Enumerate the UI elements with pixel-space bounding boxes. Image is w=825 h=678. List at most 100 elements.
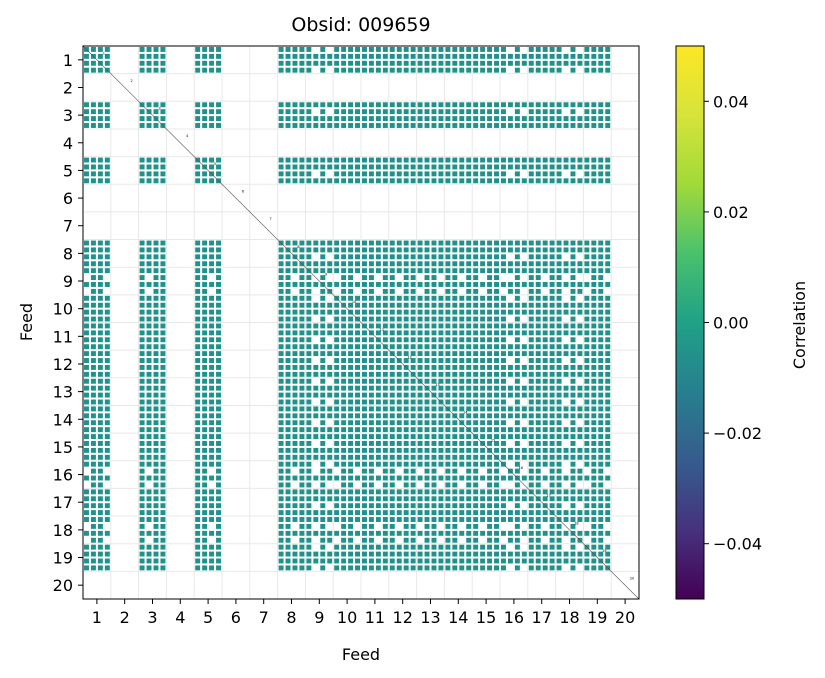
heatmap-cell [292,316,298,322]
heatmap-cell [195,503,201,509]
heatmap-cell [514,503,520,509]
heatmap-cell [202,517,208,522]
heatmap-cell [209,406,215,412]
heatmap-cell [487,268,493,274]
heatmap-cell [466,268,472,274]
heatmap-cell [584,302,590,308]
heatmap-cell [146,371,152,377]
heatmap-cell [473,565,479,571]
heatmap-cell [431,371,437,377]
heatmap-cell [494,288,499,294]
heatmap-cell [535,399,541,405]
heatmap-cell [549,496,555,502]
heatmap-cell [431,489,437,495]
heatmap-cell [348,434,354,440]
heatmap-cell [216,67,221,73]
heatmap-cell [487,371,493,377]
heatmap-cell [514,447,520,453]
heatmap-cell [327,123,333,128]
heatmap-cell [375,565,381,571]
heatmap-cell [591,496,597,502]
heatmap-cell [355,565,360,571]
heatmap-cell [445,420,451,426]
heatmap-cell [494,434,499,440]
heatmap-cell [90,164,96,170]
heatmap-cell [570,420,576,426]
heatmap-cell [487,116,493,122]
heatmap-cell [494,461,499,467]
heatmap-cell [139,109,145,115]
heatmap-cell [153,530,159,536]
heatmap-cell [382,261,388,267]
heatmap-cell [452,116,458,122]
heatmap-cell [382,489,388,495]
heatmap-cell [355,344,360,350]
heatmap-cell [584,503,590,509]
heatmap-cell [445,102,451,108]
heatmap-cell [320,288,326,294]
heatmap-cell [292,323,298,329]
heatmap-cell [97,53,103,59]
heatmap-cell [368,420,374,426]
heatmap-cell [327,447,333,453]
heatmap-cell [487,551,493,557]
heatmap-cell [285,254,291,260]
heatmap-cell [542,178,548,184]
heatmap-cell [424,351,430,357]
heatmap-cell [355,371,360,377]
heatmap-cell [556,164,562,170]
heatmap-cell [480,399,486,405]
heatmap-cell [577,157,583,163]
heatmap-cell [104,337,110,343]
heatmap-cell [313,351,319,357]
heatmap-cell [605,109,611,115]
heatmap-cell [362,47,367,52]
heatmap-cell [494,47,499,52]
heatmap-cell [334,302,340,308]
heatmap-cell [84,420,89,426]
heatmap-cell [139,337,145,343]
heatmap-cell [90,171,96,177]
heatmap-cell [160,496,166,502]
heatmap-cell [84,302,89,308]
heatmap-cell [84,364,89,370]
y-tick-label: 6 [63,189,73,208]
heatmap-cell [459,565,465,571]
heatmap-cell [507,392,513,398]
heatmap-cell [202,268,208,274]
heatmap-cell [445,413,451,419]
heatmap-cell [368,371,374,377]
heatmap-cell [195,447,201,453]
heatmap-cell [528,371,534,377]
heatmap-cell [396,60,402,66]
heatmap-cell [459,316,465,322]
heatmap-cell [542,60,548,66]
heatmap-cell [501,441,506,446]
heatmap-cell [348,441,354,446]
heatmap-cell [591,537,597,543]
heatmap-cell [556,530,562,536]
heatmap-cell [368,364,374,370]
heatmap-cell [313,364,319,370]
heatmap-cell [299,254,305,260]
heatmap-cell [480,406,486,412]
heatmap-cell [487,489,493,495]
heatmap-cell [480,254,486,260]
heatmap-cell [375,268,381,274]
heatmap-cell [285,517,291,522]
heatmap-cell [292,544,298,550]
heatmap-cell [549,551,555,557]
heatmap-cell [459,109,465,115]
heatmap-cell [542,302,548,308]
heatmap-cell [341,102,347,108]
heatmap-cell [202,523,208,529]
heatmap-cell [320,53,326,59]
heatmap-cell [389,461,395,467]
heatmap-cell [424,461,430,467]
heatmap-cell [90,461,96,467]
heatmap-cell [216,171,221,177]
heatmap-cell [382,399,388,405]
heatmap-cell [389,330,395,336]
heatmap-cell [584,247,590,253]
heatmap-cell [97,510,103,516]
